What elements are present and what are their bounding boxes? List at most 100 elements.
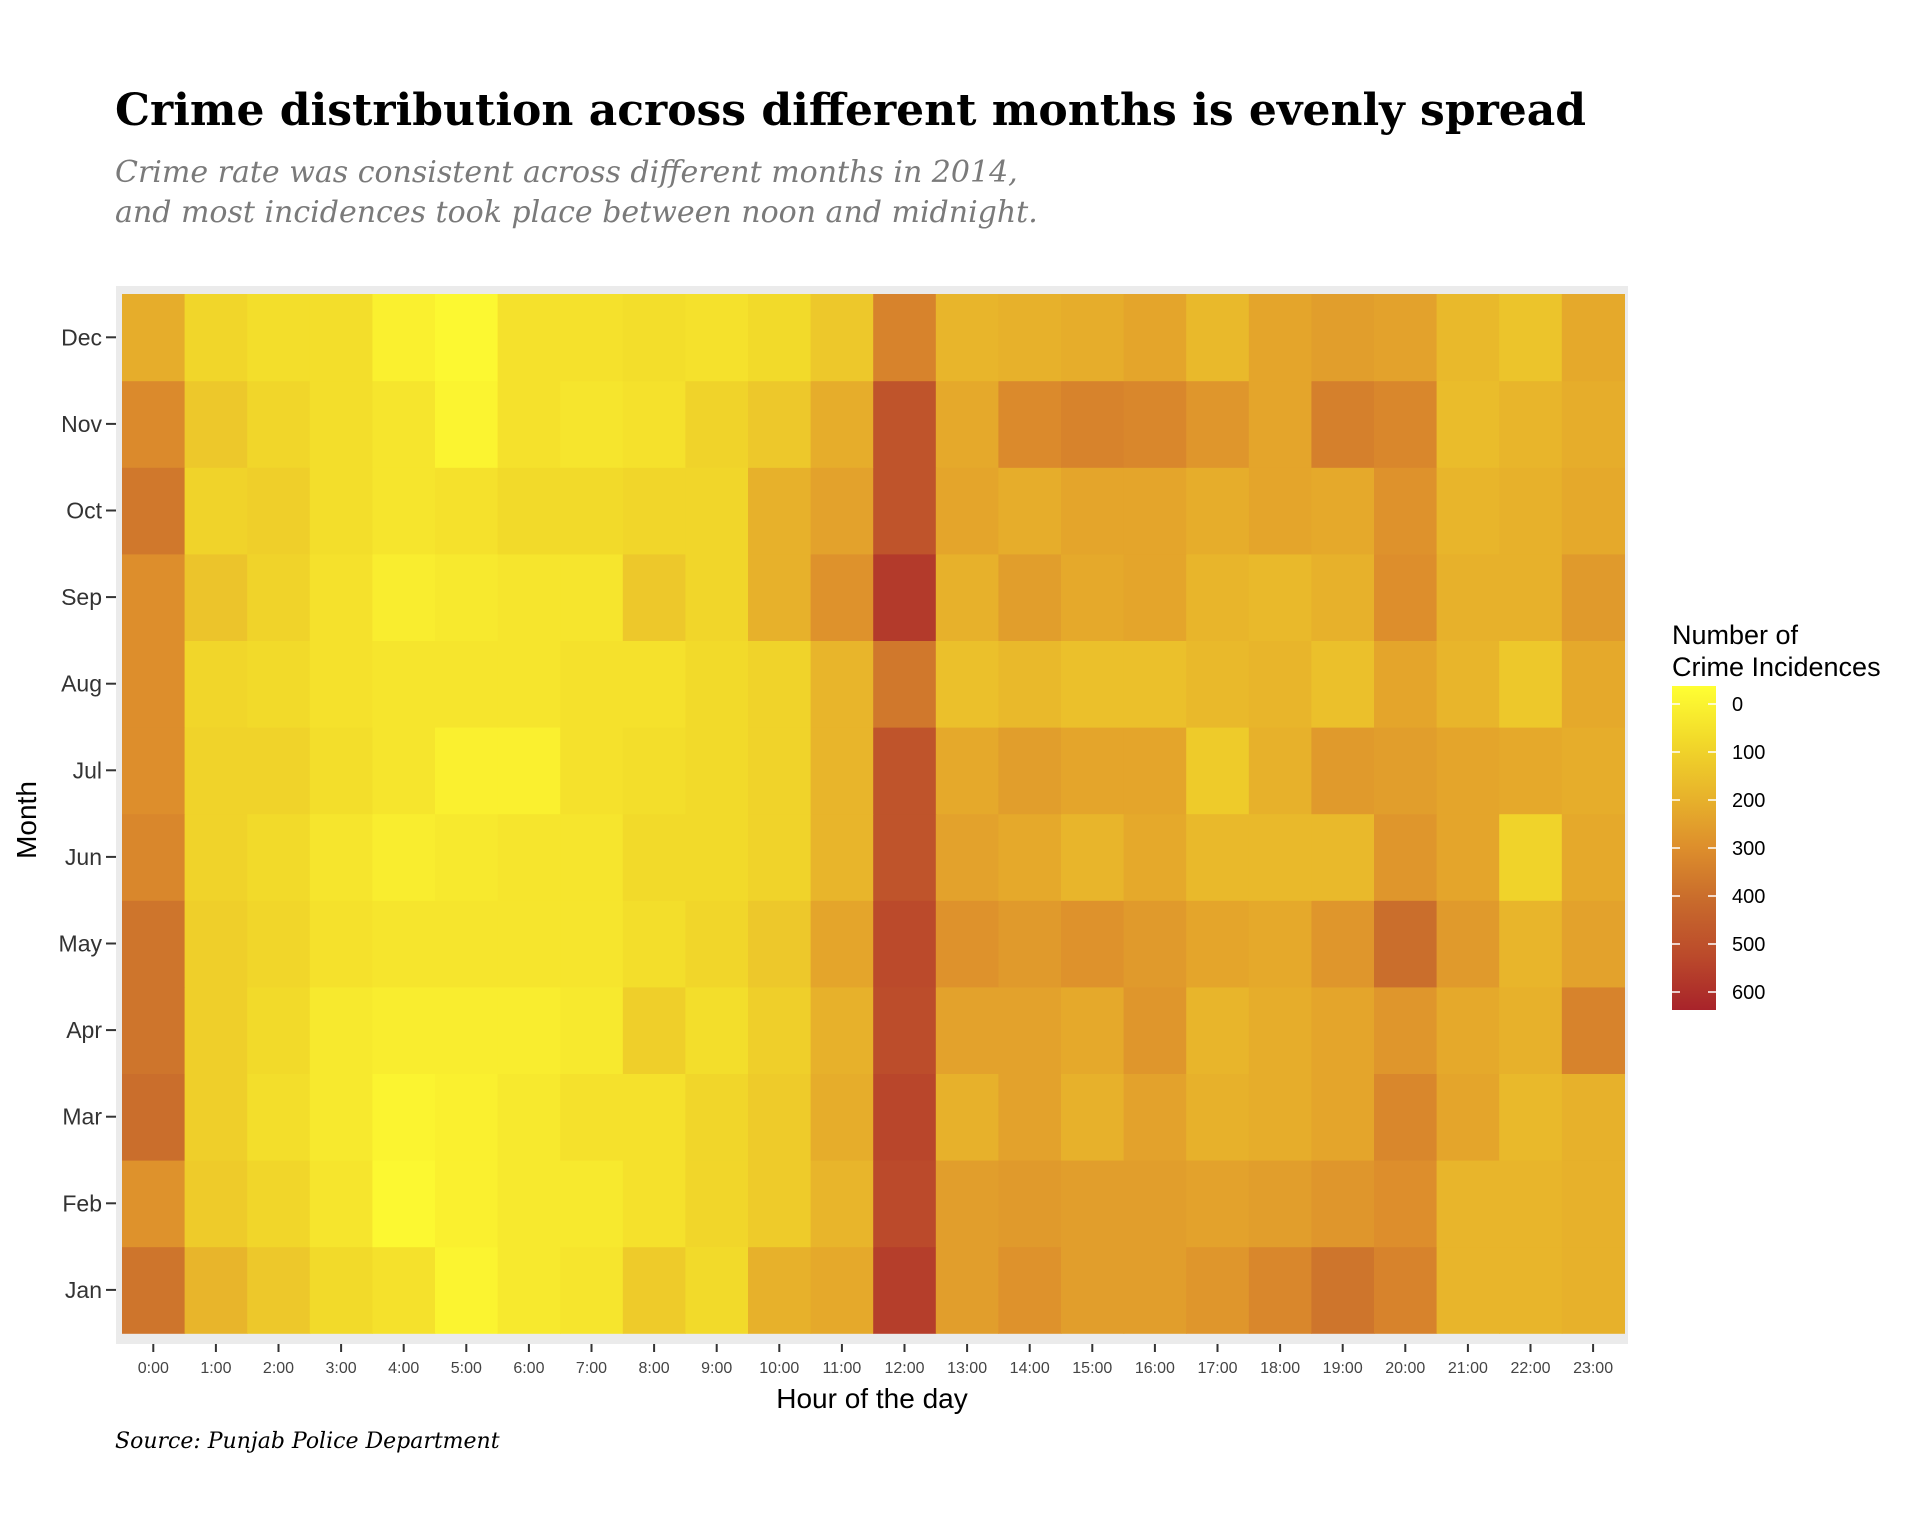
- heatmap-cell: [1248, 727, 1312, 815]
- heatmap-cell: [184, 640, 248, 728]
- heatmap-cell: [309, 813, 373, 901]
- heatmap-cell: [1311, 727, 1375, 815]
- heatmap-cell: [1248, 813, 1312, 901]
- x-axis: 0:00 1:00 2:00 3:00 4:00 5:00 6:00 7:00 8:00 9:00…: [138, 1344, 1613, 1377]
- heatmap-cell: [372, 467, 436, 555]
- heatmap-cell: [685, 813, 749, 901]
- heatmap-cell: [622, 1246, 686, 1334]
- heatmap-cell: [1374, 380, 1438, 468]
- heatmap-cell: [685, 1160, 749, 1248]
- heatmap-cell: [873, 727, 937, 815]
- heatmap-cell: [1374, 1160, 1438, 1248]
- heatmap-cell: [810, 1160, 874, 1248]
- heatmap-cell: [247, 986, 311, 1074]
- heatmap-cell: [873, 467, 937, 555]
- chart-title: Crime distribution across different mont…: [115, 85, 1586, 136]
- heatmap-cell: [560, 813, 624, 901]
- heatmap-cell: [122, 900, 186, 988]
- heatmap-cell: [184, 553, 248, 641]
- heatmap-cell: [560, 727, 624, 815]
- heatmap-cell: [998, 986, 1062, 1074]
- heatmap-cell: [685, 1246, 749, 1334]
- heatmap-cell: [1436, 1073, 1500, 1161]
- heatmap-cell: [1436, 900, 1500, 988]
- heatmap-cell: [372, 1073, 436, 1161]
- legend-tick-label: 400: [1732, 886, 1765, 908]
- heatmap-cell: [184, 727, 248, 815]
- heatmap-cell: [184, 1160, 248, 1248]
- heatmap-cell: [1186, 380, 1250, 468]
- heatmap-cell: [247, 294, 311, 382]
- heatmap-cell: [1499, 640, 1563, 728]
- x-tick-label: 11:00: [822, 1360, 861, 1377]
- heatmap-cell: [184, 986, 248, 1074]
- heatmap-cell: [497, 727, 561, 815]
- x-tick-label: 18:00: [1260, 1360, 1300, 1377]
- heatmap-cell: [1123, 727, 1187, 815]
- heatmap-cell: [685, 986, 749, 1074]
- heatmap-cell: [1436, 813, 1500, 901]
- heatmap-cell: [810, 380, 874, 468]
- heatmap-cell: [122, 467, 186, 555]
- heatmap-cell: [935, 553, 999, 641]
- heatmap-cell: [1186, 1160, 1250, 1248]
- heatmap-cell: [1561, 1073, 1625, 1161]
- heatmap-cell: [1499, 813, 1563, 901]
- heatmap-cell: [685, 1073, 749, 1161]
- heatmap-cell: [622, 467, 686, 555]
- heatmap-cell: [1123, 553, 1187, 641]
- x-tick-label: 3:00: [326, 1360, 357, 1377]
- legend-tick-label: 200: [1732, 790, 1765, 812]
- heatmap-cell: [309, 380, 373, 468]
- heatmap-cell: [1248, 1246, 1312, 1334]
- heatmap-cell: [622, 553, 686, 641]
- heatmap-cell: [560, 294, 624, 382]
- heatmap-cell: [1499, 727, 1563, 815]
- heatmap-cell: [122, 640, 186, 728]
- heatmap-cell: [309, 727, 373, 815]
- y-axis: Jan Feb Mar Apr May Jun Jul Aug Sep Oct Nov Dec: [59, 324, 116, 1303]
- heatmap-cell: [1374, 467, 1438, 555]
- heatmap-cell: [435, 1073, 499, 1161]
- heatmap-cell: [1436, 380, 1500, 468]
- heatmap-cell: [247, 1246, 311, 1334]
- heatmap-cell: [435, 986, 499, 1074]
- heatmap-cell: [810, 467, 874, 555]
- heatmap-cell: [935, 813, 999, 901]
- y-tick-label: Apr: [66, 1017, 102, 1043]
- heatmap-cell: [184, 294, 248, 382]
- x-tick-label: 22:00: [1510, 1360, 1550, 1377]
- heatmap-cell: [560, 900, 624, 988]
- x-tick-label: 9:00: [701, 1360, 732, 1377]
- heatmap-cell: [1311, 553, 1375, 641]
- heatmap-cell: [1123, 640, 1187, 728]
- heatmap-cell: [1061, 727, 1125, 815]
- heatmap-cell: [998, 467, 1062, 555]
- heatmap-cell: [372, 640, 436, 728]
- heatmap-cell: [1436, 727, 1500, 815]
- heatmap-cell: [1123, 1246, 1187, 1334]
- heatmap-cell: [622, 1073, 686, 1161]
- heatmap-cell: [1561, 294, 1625, 382]
- heatmap-cell: [1248, 294, 1312, 382]
- heatmap-cell: [998, 380, 1062, 468]
- heatmap-cell: [497, 640, 561, 728]
- heatmap-cell: [247, 640, 311, 728]
- y-tick-label: Jan: [65, 1277, 102, 1303]
- heatmap-cell: [998, 727, 1062, 815]
- heatmap-cell: [1061, 1246, 1125, 1334]
- color-legend: Number of Crime Incidences 0 100 200 300 400…: [1672, 620, 1881, 1010]
- heatmap-cell: [622, 294, 686, 382]
- heatmap-cell: [497, 900, 561, 988]
- y-tick-label: Jun: [65, 844, 102, 870]
- heatmap-cell: [309, 1160, 373, 1248]
- heatmap-cell: [873, 1246, 937, 1334]
- heatmap-cell: [372, 553, 436, 641]
- heatmap-cell: [685, 294, 749, 382]
- heatmap-cell: [309, 294, 373, 382]
- heatmap-cell: [184, 900, 248, 988]
- heatmap-cell: [1436, 553, 1500, 641]
- y-tick-label: Oct: [66, 498, 102, 524]
- heatmap-cell: [1186, 1246, 1250, 1334]
